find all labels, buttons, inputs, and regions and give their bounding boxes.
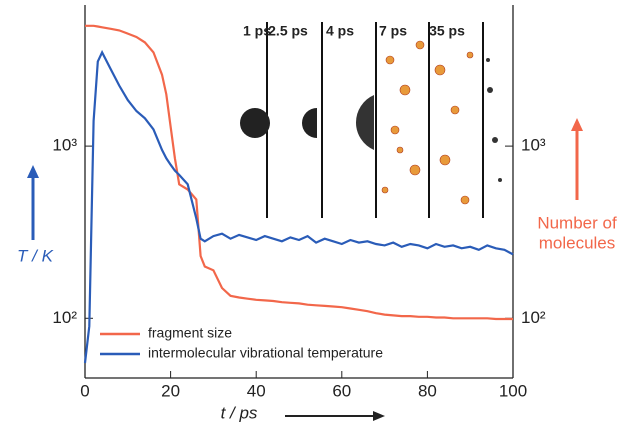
series-line (85, 24, 513, 321)
annotation: 4 ps (326, 23, 354, 39)
legend-label: intermolecular vibrational temperature (148, 345, 383, 361)
y-arrow (27, 165, 39, 240)
y2-tick-label: 10² (521, 308, 546, 327)
y2-axis-label: molecules (539, 233, 616, 252)
x-tick-label: 20 (161, 381, 180, 400)
annotation: 7 ps (379, 23, 407, 39)
x-tick-label: 100 (499, 381, 527, 400)
y-tick-label: 10² (52, 308, 77, 327)
x-tick-label: 0 (80, 381, 89, 400)
annotation: 35 ps (429, 23, 465, 39)
x-tick-label: 40 (247, 381, 266, 400)
x-tick-label: 60 (332, 381, 351, 400)
series-line (83, 49, 514, 364)
y2-tick-label: 10³ (521, 136, 546, 155)
x-axis-label: t / ps (221, 403, 258, 422)
x-tick-label: 80 (418, 381, 437, 400)
annotation: 2.5 ps (268, 23, 308, 39)
x-arrow (285, 411, 385, 421)
y-axis-label: T / K (17, 246, 54, 265)
inset-snapshots (240, 22, 502, 218)
y2-axis-label: Number of (537, 213, 617, 232)
legend-label: fragment size (148, 325, 232, 341)
y-tick-label: 10³ (52, 136, 77, 155)
annotation: 1 ps (243, 23, 271, 39)
y2-arrow (571, 118, 583, 200)
